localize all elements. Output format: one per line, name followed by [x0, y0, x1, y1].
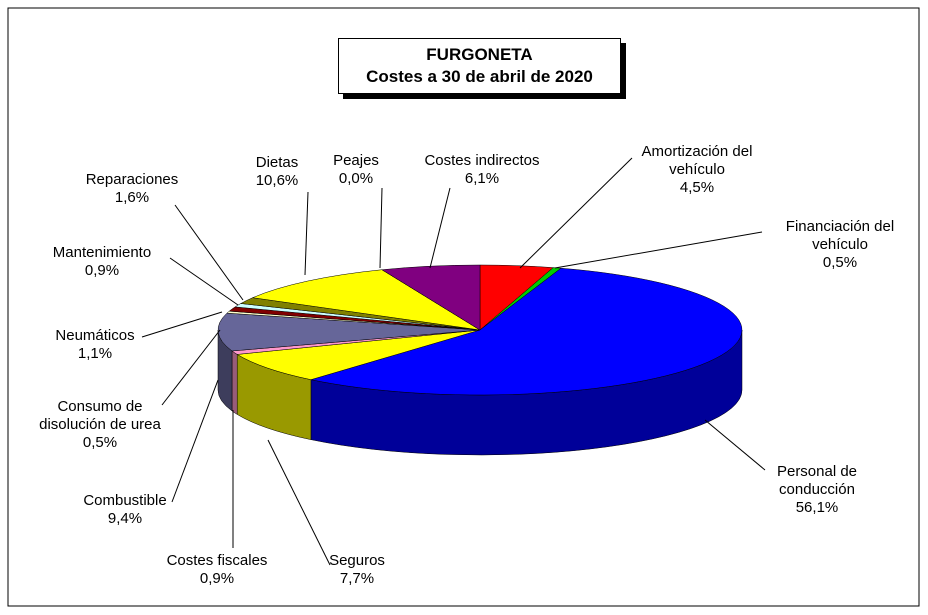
data-label: Reparaciones 1,6% — [72, 171, 192, 207]
category-label: Financiación del vehículo — [785, 218, 895, 253]
slice — [251, 269, 481, 331]
data-label: Mantenimiento 0,9% — [37, 244, 167, 280]
chart-title: FURGONETA — [426, 45, 533, 64]
value-label: 4,5% — [679, 179, 715, 196]
value-label: 56,1% — [795, 499, 839, 516]
slice — [310, 267, 743, 396]
category-label: Reparaciones — [85, 171, 179, 188]
leader-line — [161, 329, 221, 406]
data-label: Consumo de disolución de urea 0,5% — [30, 398, 170, 452]
value-label: 0,9% — [199, 570, 235, 587]
value-label: 6,1% — [464, 170, 500, 187]
value-label: 7,7% — [339, 570, 375, 587]
slice — [236, 329, 481, 380]
title-box: FURGONETA Costes a 30 de abril de 2020 — [338, 38, 621, 94]
leader-line — [519, 157, 633, 269]
leader-line — [171, 379, 219, 503]
data-label: Combustible 9,4% — [70, 492, 180, 528]
leader-line — [554, 231, 763, 269]
data-label: Neumáticos 1,1% — [40, 327, 150, 363]
leader-line — [141, 311, 223, 338]
value-label: 0,9% — [84, 262, 120, 279]
data-label: Costes fiscales 0,9% — [152, 552, 282, 588]
data-label: Amortización del vehículo 4,5% — [612, 143, 782, 197]
category-label: Costes fiscales — [166, 552, 268, 569]
chart-subtitle: Costes a 30 de abril de 2020 — [366, 67, 593, 86]
category-label: Combustible — [83, 492, 167, 509]
value-label: 1,6% — [114, 189, 150, 206]
value-label: 10,6% — [255, 172, 299, 189]
category-label: Amortización del vehículo — [641, 143, 753, 178]
category-label: Consumo de disolución de urea — [39, 398, 161, 433]
leader-line — [379, 187, 383, 269]
category-label: Seguros — [329, 552, 385, 569]
slice-side — [231, 350, 238, 415]
leader-line — [429, 187, 451, 269]
leader-line — [704, 419, 766, 471]
value-label: 0,5% — [82, 434, 118, 451]
value-label: 1,1% — [77, 345, 113, 362]
leader-line — [267, 439, 331, 566]
category-label: Costes indirectos — [424, 152, 540, 169]
value-label: 0,0% — [338, 170, 374, 187]
category-label: Dietas — [255, 154, 299, 171]
data-label: Peajes 0,0% — [321, 152, 391, 188]
leader-line — [174, 204, 244, 301]
data-label: Costes indirectos 6,1% — [407, 152, 557, 188]
category-label: Mantenimiento — [52, 244, 152, 261]
category-label: Peajes — [333, 152, 379, 169]
value-label: 9,4% — [107, 510, 143, 527]
data-label: Seguros 7,7% — [312, 552, 402, 588]
category-label: Neumáticos — [55, 327, 135, 344]
leader-line — [304, 191, 309, 276]
category-label: Personal de conducción — [776, 463, 858, 498]
data-label: Dietas 10,6% — [242, 154, 312, 190]
data-label: Financiación del vehículo 0,5% — [765, 218, 915, 272]
leader-line — [169, 257, 239, 306]
data-label: Personal de conducción 56,1% — [752, 463, 882, 517]
value-label: 0,5% — [822, 254, 858, 271]
